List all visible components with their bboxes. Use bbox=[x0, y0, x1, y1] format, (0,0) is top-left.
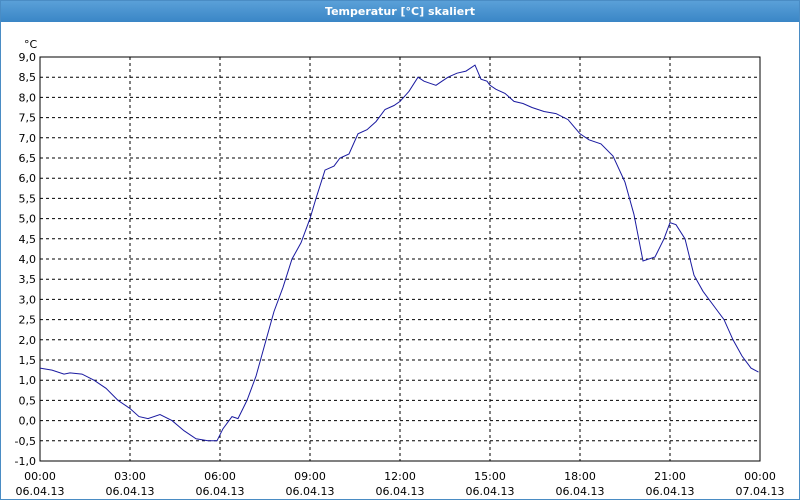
y-tick-label: 1,5 bbox=[19, 354, 37, 367]
x-tick-time-label: 00:00 bbox=[24, 470, 56, 483]
y-tick-label: 8,0 bbox=[19, 91, 37, 104]
y-tick-label: -1,0 bbox=[15, 455, 36, 468]
y-tick-label: 2,0 bbox=[19, 334, 37, 347]
window-title: Temperatur [°C] skaliert bbox=[1, 1, 799, 22]
y-tick-label: 2,5 bbox=[19, 314, 37, 327]
x-tick-date-label: 06.04.13 bbox=[556, 485, 605, 498]
y-tick-label: 0,5 bbox=[19, 394, 37, 407]
y-tick-label: 8,5 bbox=[19, 71, 37, 84]
y-tick-label: 7,0 bbox=[19, 132, 37, 145]
x-tick-time-label: 18:00 bbox=[564, 470, 596, 483]
x-tick-time-label: 15:00 bbox=[474, 470, 506, 483]
x-tick-date-label: 06.04.13 bbox=[286, 485, 335, 498]
y-tick-label: 1,0 bbox=[19, 374, 37, 387]
x-tick-date-label: 06.04.13 bbox=[196, 485, 245, 498]
y-tick-label: -0,5 bbox=[15, 435, 36, 448]
y-tick-label: 0,0 bbox=[19, 415, 37, 428]
x-tick-date-label: 06.04.13 bbox=[376, 485, 425, 498]
x-tick-date-label: 06.04.13 bbox=[646, 485, 695, 498]
plot-frame bbox=[39, 56, 761, 462]
x-tick-date-label: 06.04.13 bbox=[16, 485, 65, 498]
y-axis-unit-label: °C bbox=[24, 38, 38, 51]
x-tick-date-label: 06.04.13 bbox=[466, 485, 515, 498]
y-tick-label: 4,5 bbox=[19, 233, 37, 246]
y-tick-label: 3,0 bbox=[19, 293, 37, 306]
y-tick-labels: 9,0 8,5 8,0 7,5 7,0 6,5 6,0 5,5 5,0 4,5 4,0 3,5 3,0 2… bbox=[15, 51, 36, 468]
x-tick-time-label: 09:00 bbox=[294, 470, 326, 483]
grid-lines bbox=[40, 57, 760, 461]
x-tick-time-label: 03:00 bbox=[114, 470, 146, 483]
y-tick-label: 3,5 bbox=[19, 273, 37, 286]
x-tick-time-label: 00:00 bbox=[744, 470, 776, 483]
y-tick-label: 7,5 bbox=[19, 112, 37, 125]
y-tick-label: 5,5 bbox=[19, 192, 37, 205]
y-tick-label: 4,0 bbox=[19, 253, 37, 266]
x-tick-date-label: 07.04.13 bbox=[736, 485, 785, 498]
x-tick-time-label: 21:00 bbox=[654, 470, 686, 483]
y-tick-label: 6,0 bbox=[19, 172, 37, 185]
x-tick-time-label: 06:00 bbox=[204, 470, 236, 483]
x-tick-date-label: 06.04.13 bbox=[106, 485, 155, 498]
y-tick-label: 9,0 bbox=[19, 51, 37, 64]
y-tick-label: 6,5 bbox=[19, 152, 37, 165]
temperature-series-line bbox=[39, 64, 759, 442]
x-tick-time-label: 12:00 bbox=[384, 470, 416, 483]
x-tick-labels: 00:00 06.04.13 03:00 06.04.13 06:00 06.04.13 0… bbox=[16, 470, 785, 498]
y-tick-label: 5,0 bbox=[19, 213, 37, 226]
